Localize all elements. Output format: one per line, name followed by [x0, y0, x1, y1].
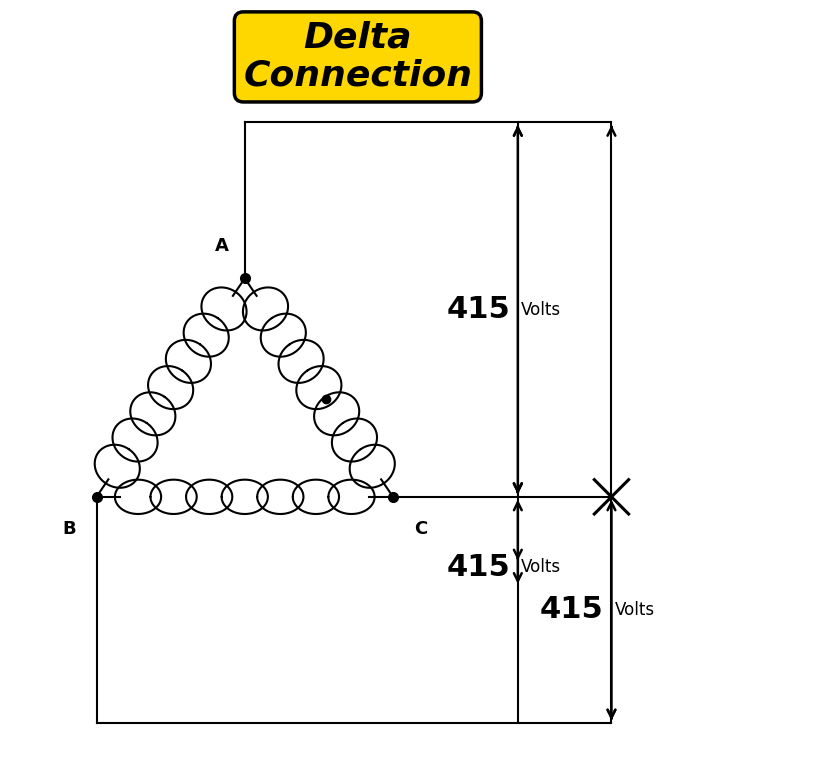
Text: C: C	[413, 520, 427, 538]
Text: Delta
Connection: Delta Connection	[243, 21, 473, 93]
Text: 415: 415	[540, 595, 604, 625]
Text: B: B	[63, 520, 76, 538]
Text: 415: 415	[446, 553, 510, 582]
Text: 415: 415	[446, 295, 510, 324]
Text: Volts: Volts	[521, 558, 561, 576]
Text: Volts: Volts	[615, 601, 655, 619]
Text: A: A	[214, 237, 229, 255]
Text: Volts: Volts	[521, 301, 561, 319]
